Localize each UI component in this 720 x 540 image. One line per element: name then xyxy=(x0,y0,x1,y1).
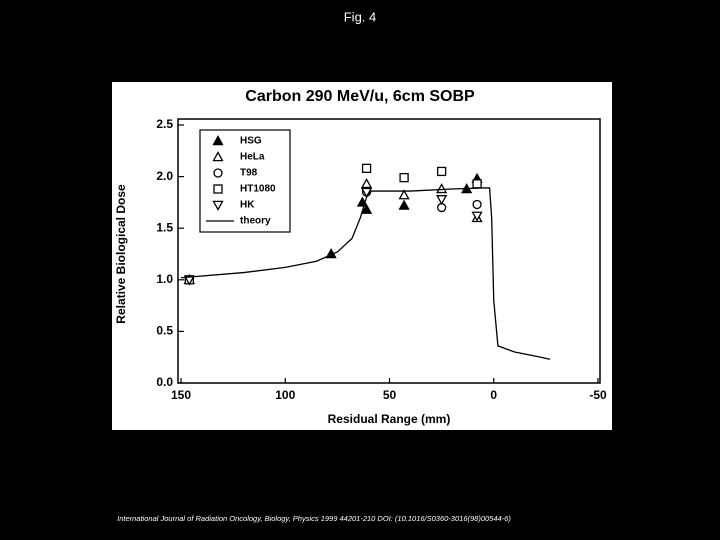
theory-line xyxy=(180,187,551,360)
y-axis-label: Relative Biological Dose xyxy=(114,184,128,324)
marker xyxy=(360,203,373,214)
x-tick-label: 150 xyxy=(171,388,191,402)
marker xyxy=(472,179,482,189)
marker xyxy=(436,166,447,177)
marker xyxy=(398,199,410,210)
marker xyxy=(361,163,372,173)
marker xyxy=(399,172,409,183)
y-tick-label: 0.5 xyxy=(156,324,173,338)
x-tick-label: 0 xyxy=(490,388,497,402)
marker xyxy=(472,199,482,210)
legend-marker xyxy=(212,135,224,146)
legend-label: HT1080 xyxy=(240,184,276,195)
x-tick-label: 50 xyxy=(383,388,397,402)
y-tick-label: 1.0 xyxy=(156,272,173,286)
chart-title: Carbon 290 MeV/u, 6cm SOBP xyxy=(245,88,475,105)
legend-label: HeLa xyxy=(240,152,265,163)
legend-label: theory xyxy=(240,216,271,227)
legend-marker xyxy=(213,168,223,178)
legend-label: T98 xyxy=(240,168,258,179)
marker xyxy=(436,195,448,206)
legend-marker xyxy=(212,200,224,211)
y-tick-label: 0.0 xyxy=(156,375,173,389)
y-tick-label: 2.0 xyxy=(156,169,173,183)
slide-title: Fig. 4 xyxy=(344,9,377,24)
marker xyxy=(436,183,448,194)
legend-box xyxy=(199,129,291,233)
x-tick-label: 100 xyxy=(275,388,295,402)
marker xyxy=(360,177,373,189)
caption: International Journal of Radiation Oncol… xyxy=(117,514,511,523)
marker xyxy=(183,275,195,286)
marker xyxy=(471,211,483,222)
legend-label: HK xyxy=(240,200,255,211)
figure-panel xyxy=(112,82,612,430)
legend-marker xyxy=(213,184,223,194)
legend-marker xyxy=(212,151,224,162)
legend-label: HSG xyxy=(240,136,262,147)
x-tick-label: -50 xyxy=(589,388,607,402)
y-tick-label: 1.5 xyxy=(156,220,173,234)
y-tick-label: 2.5 xyxy=(156,117,173,131)
marker xyxy=(360,187,373,198)
marker xyxy=(398,189,410,200)
x-axis-label: Residual Range (mm) xyxy=(328,412,451,426)
